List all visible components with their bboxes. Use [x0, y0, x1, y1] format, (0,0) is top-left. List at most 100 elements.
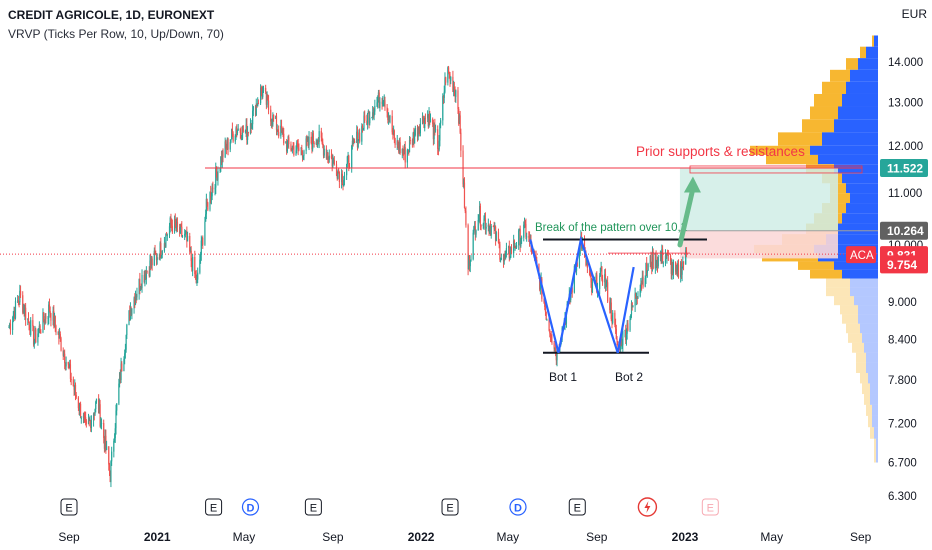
- candle-body: [640, 283, 642, 289]
- candle: [505, 242, 508, 258]
- candle-body: [555, 353, 557, 361]
- candle-body: [444, 77, 446, 92]
- candle-body: [271, 121, 273, 125]
- candle-body: [510, 247, 513, 254]
- candle: [386, 104, 388, 118]
- candle: [554, 343, 557, 357]
- candle: [677, 260, 679, 278]
- candle: [8, 325, 10, 329]
- candle: [646, 270, 649, 278]
- candle: [194, 270, 197, 280]
- candle: [333, 157, 335, 164]
- candle: [77, 396, 79, 411]
- candle-body: [377, 101, 379, 103]
- candle: [256, 103, 258, 108]
- candle-body: [447, 67, 449, 83]
- candle-body: [489, 225, 492, 236]
- candle-body: [576, 262, 578, 267]
- candle: [591, 277, 593, 296]
- candle: [214, 184, 216, 196]
- candle-body: [285, 141, 287, 144]
- candle: [311, 136, 313, 154]
- candle-body: [64, 363, 66, 367]
- candle-body: [353, 141, 355, 143]
- candle-body: [454, 89, 456, 97]
- candle-body: [180, 224, 182, 227]
- candle: [134, 290, 137, 306]
- candle-body: [634, 293, 636, 306]
- candle: [267, 94, 269, 101]
- candle-body: [290, 144, 292, 151]
- candle-body: [553, 342, 555, 349]
- candle-body: [72, 379, 74, 387]
- candle-body: [654, 253, 656, 269]
- candle: [549, 333, 552, 342]
- candle-body: [52, 310, 54, 321]
- candle: [231, 128, 233, 140]
- candle: [427, 110, 429, 123]
- time-axis[interactable]: Sep 2021 May Sep 2022 May Sep 2023 May Sep: [58, 530, 871, 544]
- candle: [379, 97, 381, 112]
- price-axis[interactable]: 14.00013.00012.00011.00010.0009.0008.400…: [846, 57, 928, 503]
- candle: [423, 117, 425, 129]
- resistance-note: Prior supports & resistances: [636, 144, 805, 159]
- candle-body: [427, 114, 429, 119]
- candle-body: [38, 325, 40, 330]
- candle-body: [411, 140, 414, 145]
- candle: [196, 274, 198, 286]
- candle-body: [74, 384, 76, 390]
- candle: [150, 256, 153, 269]
- candle-body: [661, 249, 663, 259]
- candle: [257, 99, 260, 105]
- candle: [387, 108, 389, 124]
- candle: [297, 139, 299, 156]
- vp-bar-up: [872, 404, 878, 416]
- candle-body: [357, 139, 359, 148]
- candle: [17, 294, 19, 303]
- candle: [377, 89, 380, 103]
- candle-body: [19, 290, 22, 296]
- candle-body: [22, 306, 25, 313]
- candle: [246, 118, 248, 145]
- candle-body: [391, 115, 393, 133]
- candle: [191, 257, 193, 272]
- candle-body: [53, 316, 56, 327]
- candle-body: [255, 103, 257, 116]
- candle-body: [276, 129, 278, 131]
- candle: [429, 110, 431, 126]
- candle-body: [179, 224, 181, 234]
- candle-body: [394, 138, 396, 145]
- chart-title: CREDIT AGRICOLE, 1D, EURONEXT: [8, 8, 215, 22]
- candle-body: [685, 250, 688, 255]
- candle-body: [296, 142, 298, 151]
- candle: [642, 270, 644, 289]
- candle-body: [306, 138, 308, 141]
- candle-body: [103, 437, 106, 449]
- candle-body: [100, 423, 102, 427]
- candle-body: [306, 137, 309, 141]
- symbol-tag: ACA: [850, 250, 874, 262]
- candle-body: [40, 331, 42, 333]
- candle-body: [115, 410, 117, 429]
- candle-body: [404, 147, 406, 163]
- candle-body: [570, 293, 572, 300]
- candle-body: [675, 262, 677, 272]
- candle: [134, 293, 136, 309]
- candle-body: [148, 271, 150, 276]
- candle: [399, 137, 401, 155]
- candle-body: [227, 138, 229, 150]
- indicator-legend[interactable]: VRVP (Ticks Per Row, 10, Up/Down, 70): [8, 27, 224, 41]
- candle-body: [500, 259, 502, 261]
- candle-body: [111, 451, 113, 462]
- candle-body: [473, 226, 475, 233]
- double-bottom-pattern: [529, 235, 635, 354]
- candle-body: [322, 142, 324, 146]
- candle-body: [660, 255, 662, 259]
- candle-body: [192, 257, 194, 272]
- candle: [499, 241, 501, 262]
- candle: [237, 124, 239, 131]
- time-tick-label: Sep: [586, 530, 608, 544]
- candle-body: [419, 123, 421, 134]
- candle-body: [367, 113, 369, 125]
